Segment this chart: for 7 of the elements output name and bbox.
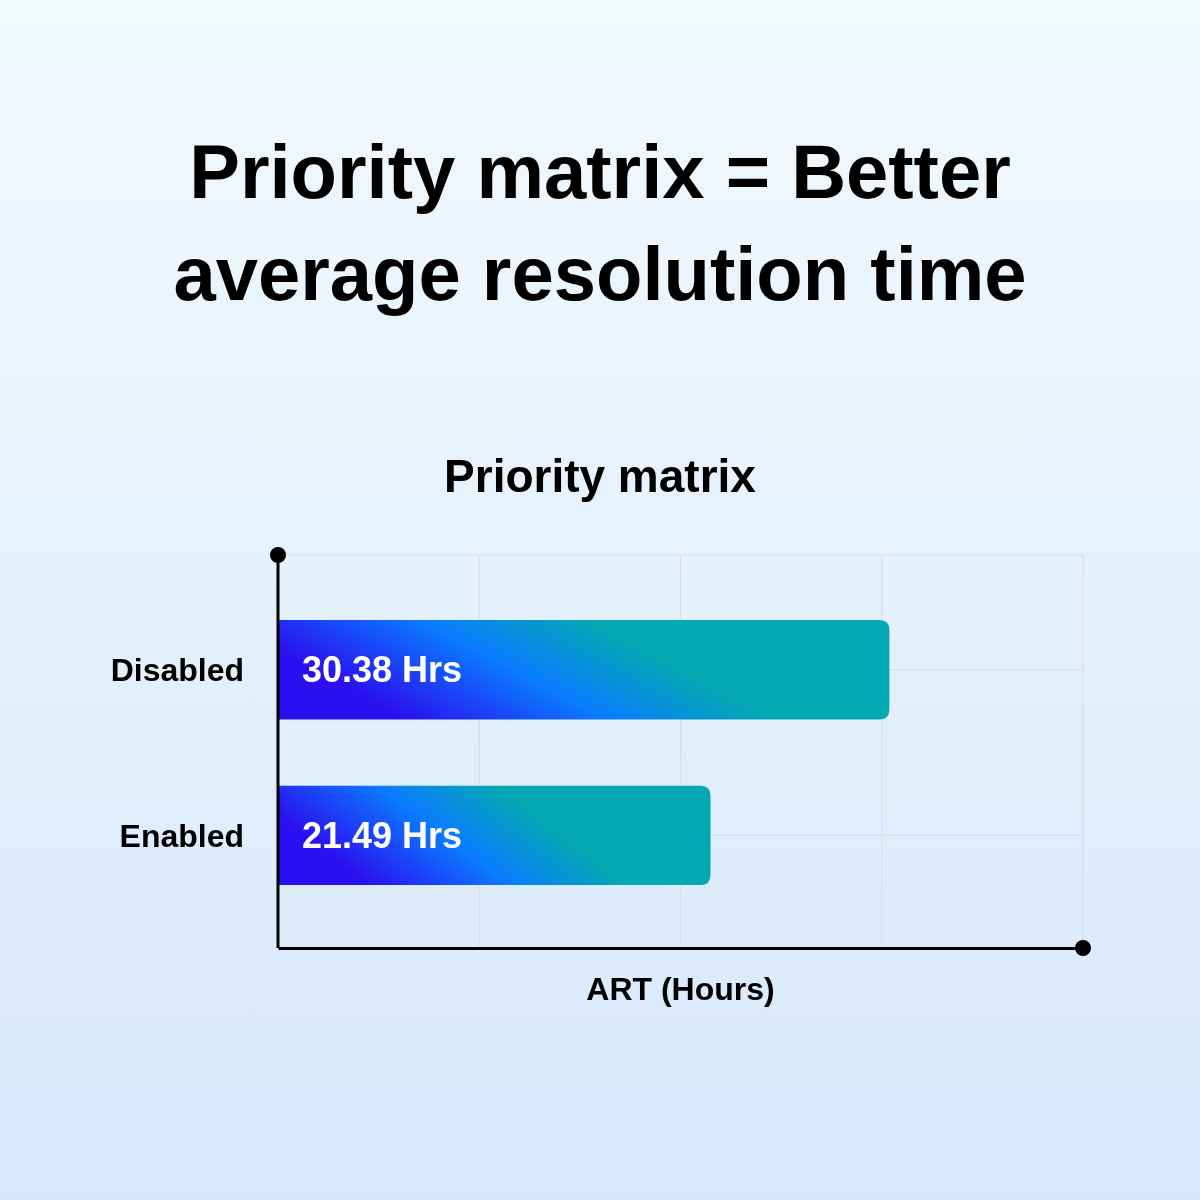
data-label: 21.49 Hrs	[302, 814, 463, 856]
data-label: 30.38 Hrs	[302, 649, 463, 691]
chart-title: Priority matrix = Better average resolution time	[173, 129, 1027, 316]
chart-subtitle: Priority matrix	[444, 450, 757, 502]
x-axis-title: ART (Hours)	[586, 971, 775, 1007]
y-tick-label: Enabled	[119, 817, 244, 854]
y-tick-label: Disabled	[110, 651, 244, 688]
